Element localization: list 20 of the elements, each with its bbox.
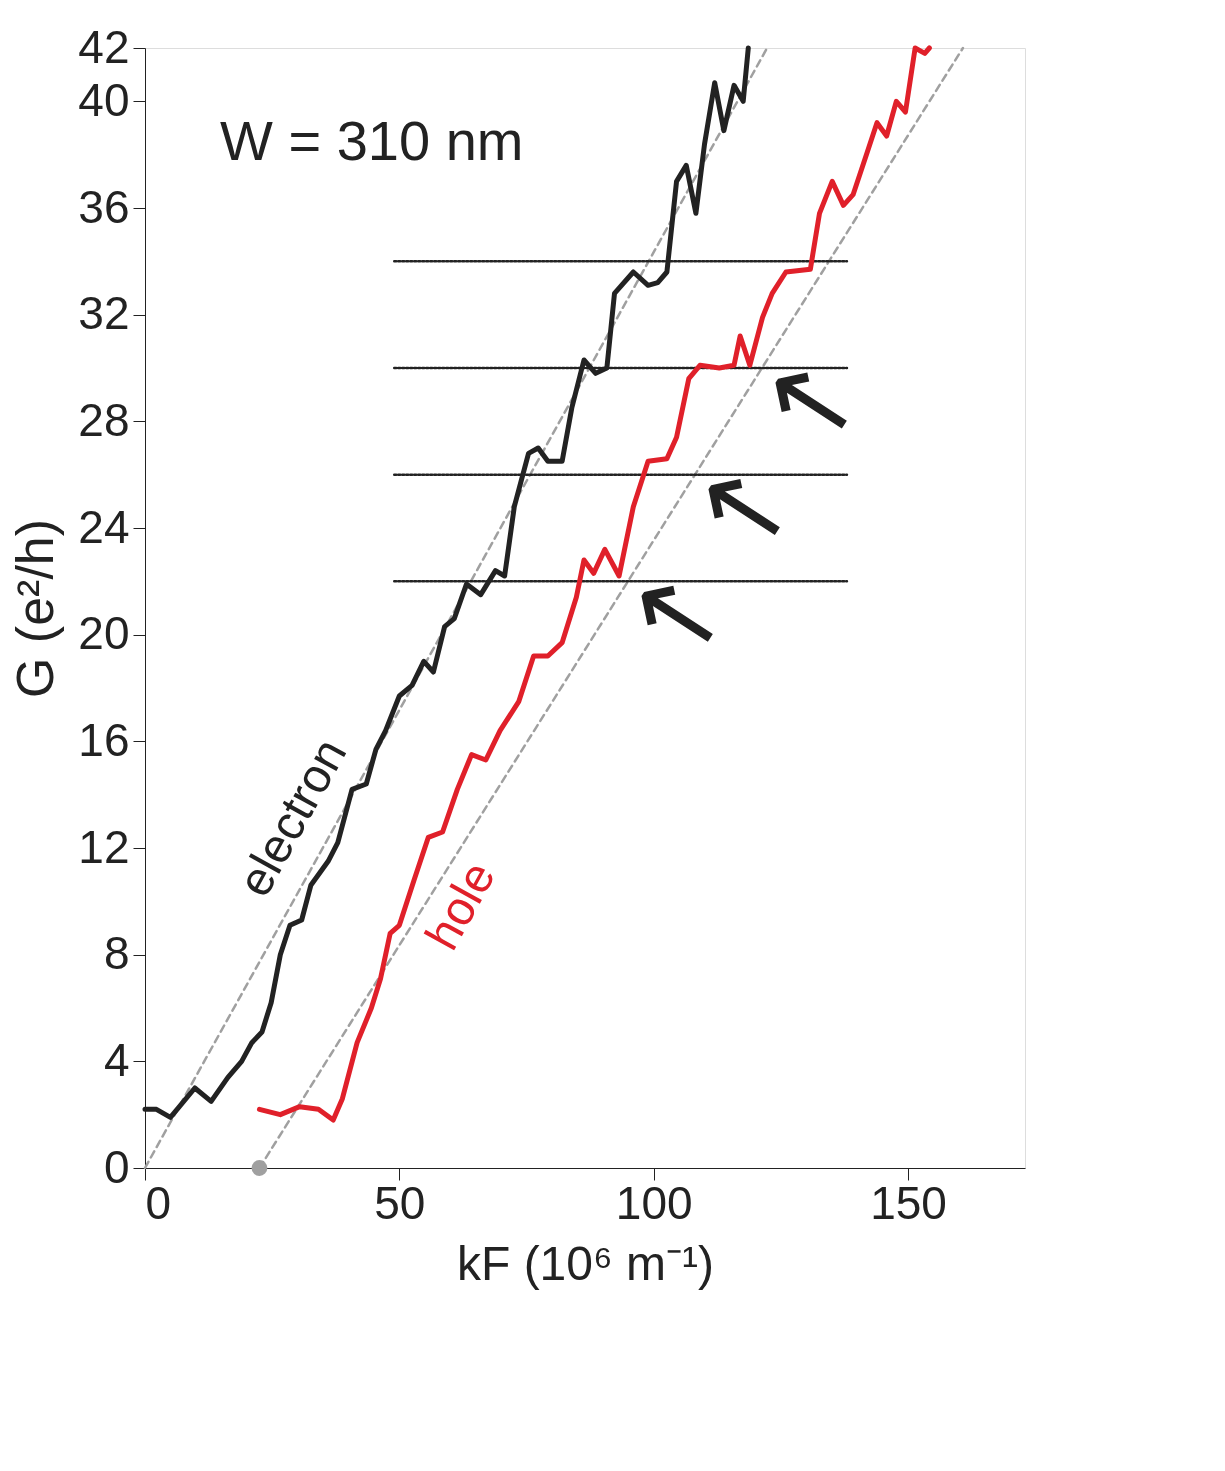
y-tick-label: 32 <box>78 287 130 340</box>
x-axis-title: kF (10⁶ m⁻¹) <box>456 1236 715 1290</box>
y-axis-title: G (e²/h) <box>6 518 65 699</box>
text: hole <box>414 852 506 958</box>
y-tick-label: 20 <box>78 607 130 660</box>
y-tick-label: 42 <box>78 20 130 73</box>
y-tick-label: 24 <box>78 500 130 553</box>
y-tick-label: 28 <box>78 393 130 446</box>
x-tick-label: 50 <box>374 1176 426 1229</box>
x-tick-label: 100 <box>615 1176 693 1229</box>
y-tick-label: 4 <box>103 1033 130 1086</box>
y-tick-label: 8 <box>103 927 130 980</box>
annotation: W = 310 nm <box>220 109 524 172</box>
y-tick-label: 0 <box>103 1140 130 1193</box>
x-tick-label: 150 <box>870 1176 947 1229</box>
x-tick-label: 0 <box>145 1176 172 1229</box>
y-tick-label: 36 <box>78 180 130 233</box>
y-tick-label: 12 <box>78 820 130 873</box>
y-tick-label: 40 <box>78 73 130 126</box>
y-tick-label: 16 <box>78 713 130 766</box>
